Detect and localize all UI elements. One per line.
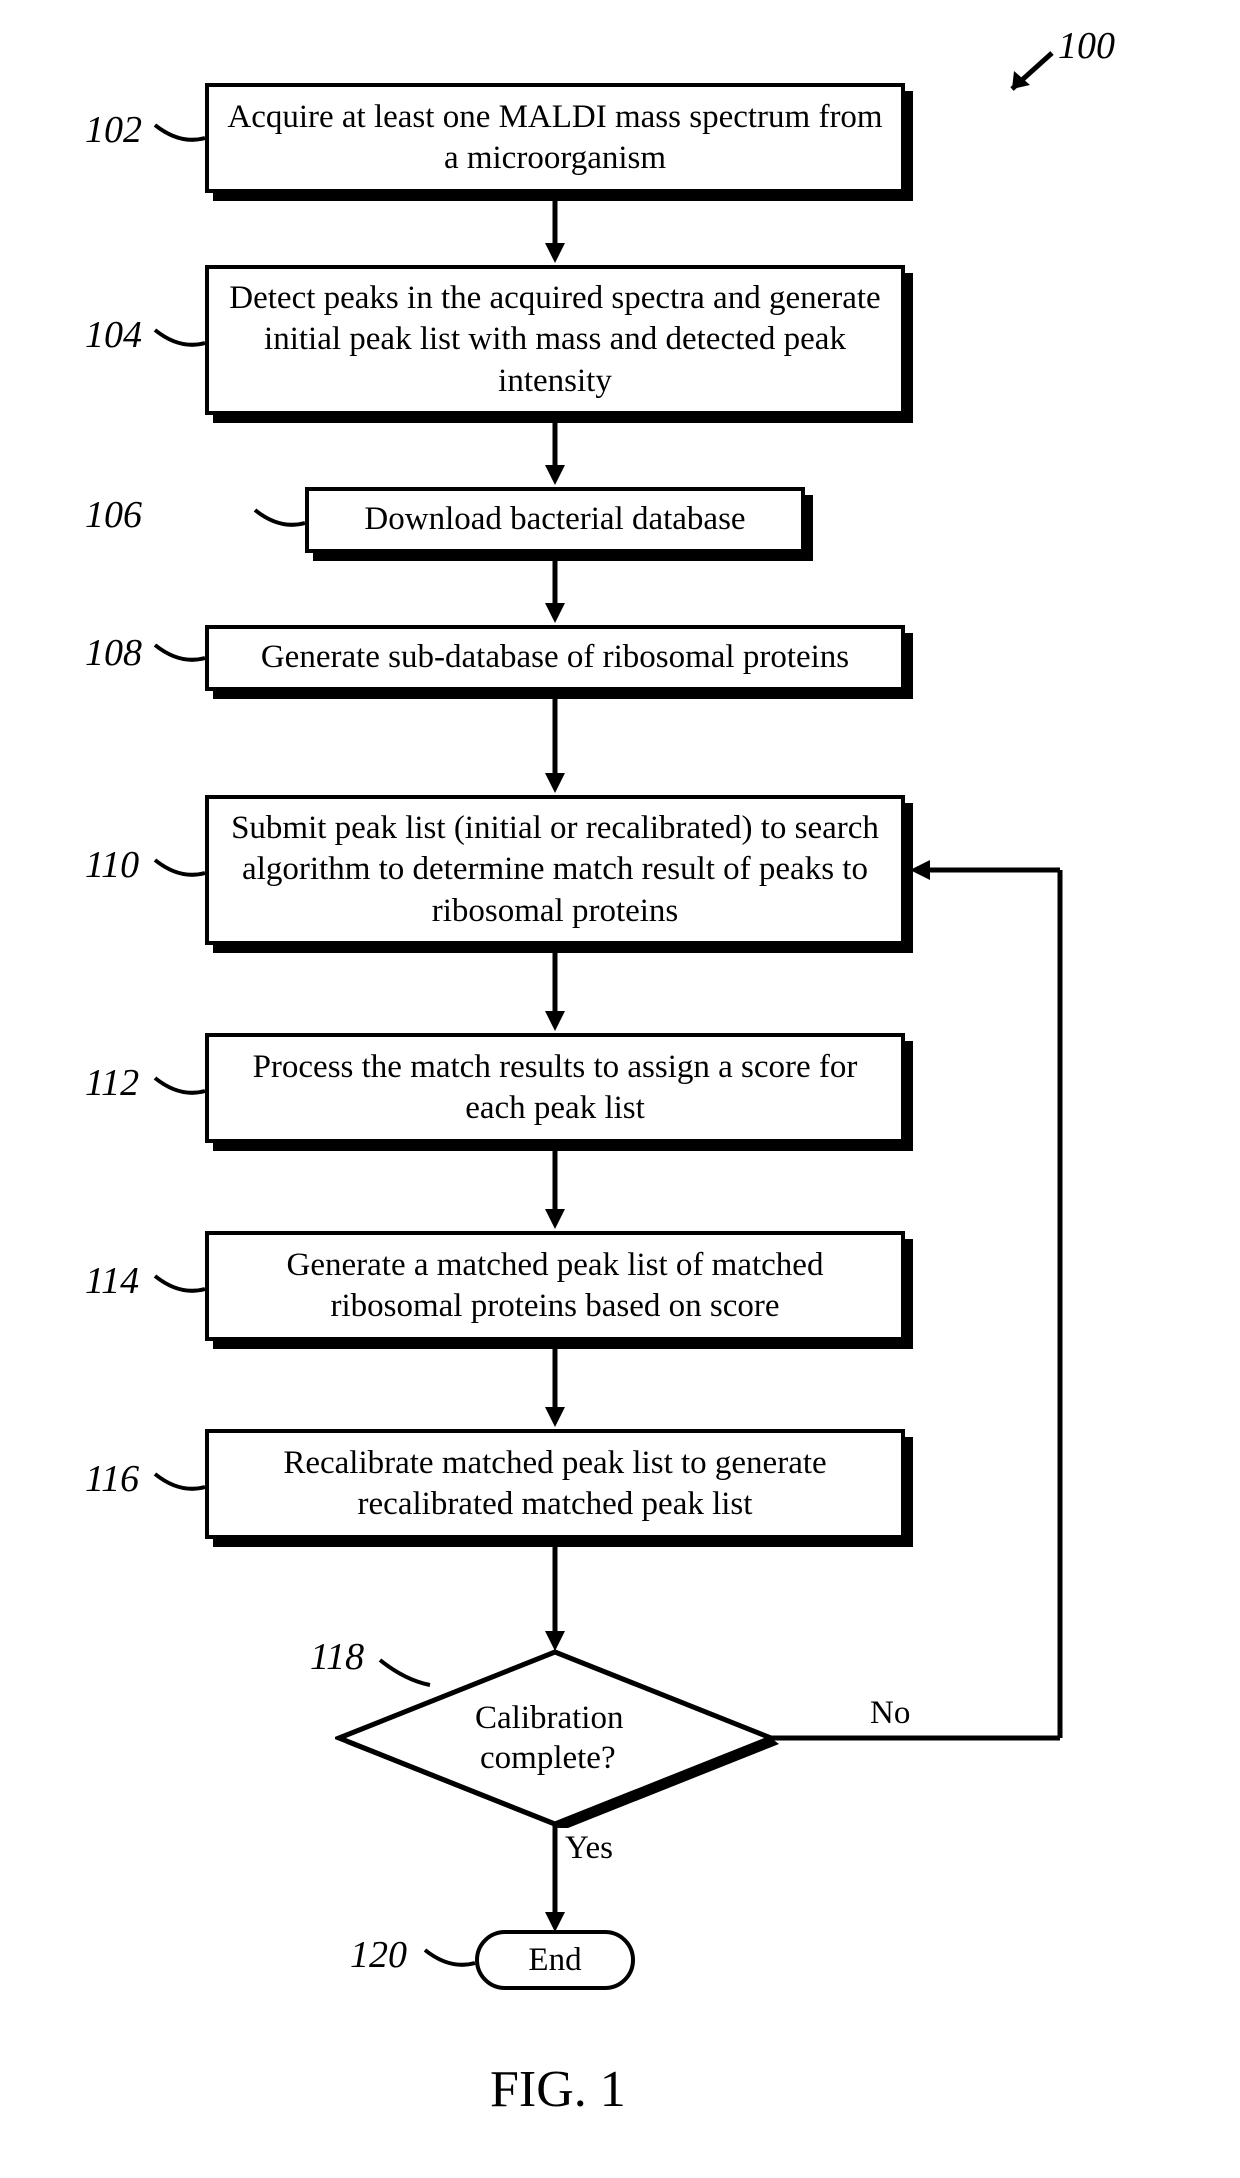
label-112-tick <box>150 1073 210 1113</box>
box-102-shadow-r <box>905 91 913 201</box>
label-106: 106 <box>85 493 142 537</box>
label-120-tick <box>420 1945 480 1985</box>
ref-100-label: 100 <box>1058 24 1115 68</box>
label-114: 114 <box>85 1259 139 1303</box>
label-102-tick <box>150 120 210 160</box>
box-104: Detect peaks in the acquired spectra and… <box>205 265 905 415</box>
label-120: 120 <box>350 1933 407 1977</box>
label-110: 110 <box>85 843 139 887</box>
label-102: 102 <box>85 108 142 152</box>
box-104-shadow-r <box>905 273 913 423</box>
box-108-shadow-b <box>213 691 913 699</box>
label-116-tick <box>150 1469 210 1509</box>
arrow-yes-end <box>540 1826 570 1936</box>
label-118: 118 <box>310 1635 364 1679</box>
box-108-shadow-r <box>905 633 913 699</box>
branch-yes: Yes <box>565 1830 613 1867</box>
flowchart-canvas: 100 Acquire at least one MALDI mass spec… <box>0 0 1240 2178</box>
box-106-shadow-b <box>313 553 813 561</box>
arrow-114-116 <box>540 1349 570 1431</box>
label-104-tick <box>150 325 210 365</box>
label-106-tick <box>250 505 310 545</box>
arrow-no-loop <box>770 855 1090 1755</box>
label-114-tick <box>150 1271 210 1311</box>
label-104: 104 <box>85 313 142 357</box>
label-110-tick <box>150 855 210 895</box>
label-112: 112 <box>85 1061 139 1105</box>
box-106-shadow-r <box>805 495 813 561</box>
label-108-tick <box>150 640 210 680</box>
arrow-110-112 <box>540 953 570 1035</box>
terminator-end: End <box>475 1930 635 1990</box>
label-108: 108 <box>85 631 142 675</box>
box-104-shadow-b <box>213 415 913 423</box>
box-102: Acquire at least one MALDI mass spectrum… <box>205 83 905 193</box>
decision-118-text1: Calibration <box>475 1700 623 1737</box>
label-118-tick <box>375 1655 435 1695</box>
box-108: Generate sub-database of ribosomal prote… <box>205 625 905 691</box>
arrow-104-106 <box>540 423 570 489</box>
box-102-shadow-b <box>213 193 913 201</box>
arrow-106-108 <box>540 561 570 627</box>
figure-caption: FIG. 1 <box>490 2060 626 2119</box>
decision-118-text2: complete? <box>480 1740 616 1777</box>
arrow-108-110 <box>540 699 570 797</box>
arrow-112-114 <box>540 1151 570 1233</box>
arrow-116-118 <box>540 1547 570 1655</box>
arrow-102-104 <box>540 201 570 267</box>
label-116: 116 <box>85 1457 139 1501</box>
box-106: Download bacterial database <box>305 487 805 553</box>
